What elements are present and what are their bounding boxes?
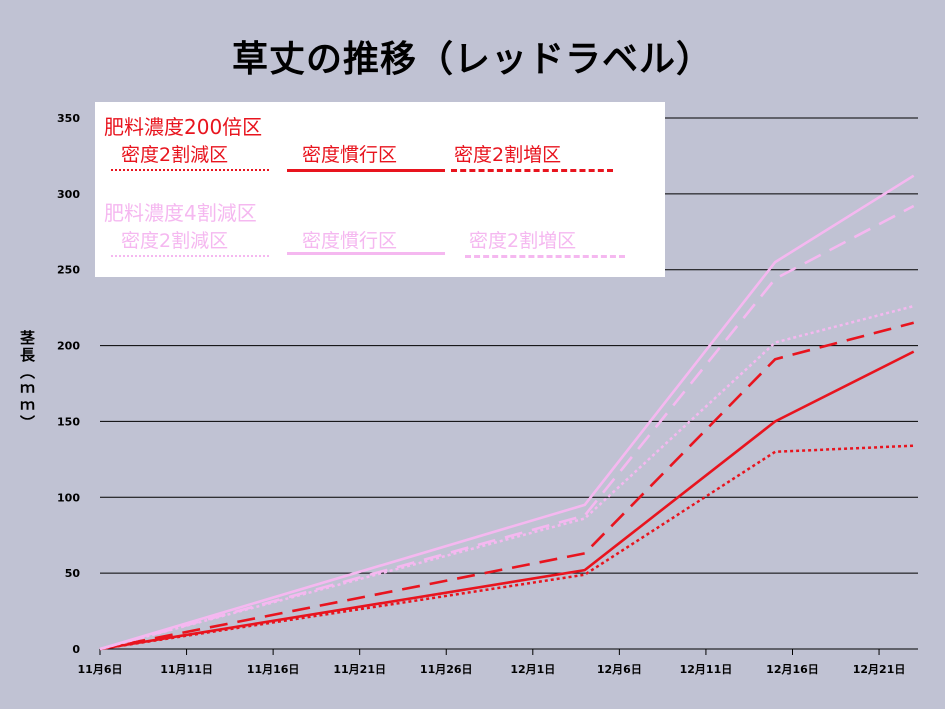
legend-swatch-2-2: [287, 252, 445, 255]
y-axis-label: 茎長（ｍｍ）: [18, 330, 36, 432]
y-tick-label: 100: [57, 491, 80, 504]
x-tick-label: 12月6日: [597, 663, 642, 676]
legend-swatch-2-3: [465, 255, 625, 258]
x-tick-label: 11月16日: [247, 663, 300, 676]
series-line-5: [99, 174, 915, 651]
series-line-1: [99, 444, 914, 651]
x-tick-label: 12月21日: [853, 663, 906, 676]
x-tick-label: 12月1日: [510, 663, 555, 676]
legend-item-2-2: 密度慣行区: [302, 230, 398, 252]
x-tick-label: 12月11日: [680, 663, 733, 676]
legend-swatch-2-1: [111, 255, 269, 257]
legend-swatch-1-2: [287, 169, 445, 172]
y-tick-label: 300: [57, 188, 80, 201]
x-tick-label: 11月21日: [333, 663, 386, 676]
legend-item-2-3: 密度2割増区: [469, 230, 577, 252]
legend-item-1-1: 密度2割減区: [121, 144, 229, 166]
legend: 肥料濃度200倍区 密度2割減区 密度慣行区 密度2割増区 肥料濃度4割減区 密…: [95, 102, 665, 277]
x-tick-label: 12月16日: [766, 663, 819, 676]
x-tick-label: 11月6日: [78, 663, 123, 676]
series-line-3: [99, 321, 915, 651]
y-tick-label: 0: [72, 643, 80, 656]
legend-group-title-1: 肥料濃度200倍区: [104, 115, 263, 139]
y-tick-label: 350: [57, 112, 80, 125]
series-line-4: [99, 304, 915, 651]
legend-item-2-1: 密度2割減区: [121, 230, 229, 252]
y-tick-label: 250: [57, 264, 80, 277]
legend-group-title-2: 肥料濃度4割減区: [104, 201, 257, 225]
y-tick-label: 50: [65, 567, 81, 580]
legend-item-1-2: 密度慣行区: [302, 144, 398, 166]
series-line-6: [99, 204, 915, 651]
y-tick-label: 150: [57, 415, 80, 428]
legend-swatch-1-1: [111, 169, 269, 171]
legend-item-1-3: 密度2割増区: [454, 144, 562, 166]
y-tick-label: 200: [57, 340, 80, 353]
x-tick-label: 11月11日: [160, 663, 213, 676]
x-tick-label: 11月26日: [420, 663, 473, 676]
legend-swatch-1-3: [451, 169, 613, 172]
series-line-2: [99, 350, 915, 651]
chart-title: 草丈の推移（レッドラベル）: [231, 39, 713, 80]
